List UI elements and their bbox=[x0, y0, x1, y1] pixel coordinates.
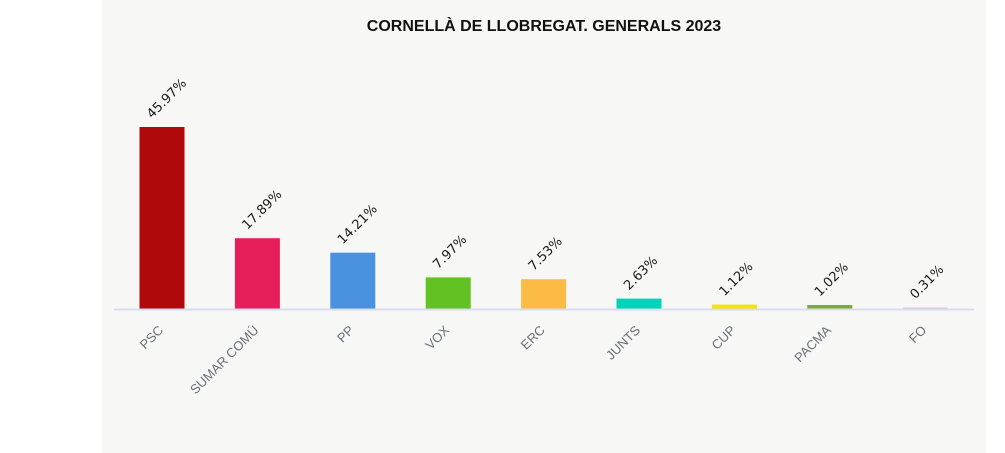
x-tick-label: FO bbox=[906, 323, 929, 346]
data-label: 45.97% bbox=[144, 76, 190, 122]
bar-pp[interactable] bbox=[330, 252, 376, 309]
data-label: 17.89% bbox=[240, 187, 286, 233]
data-label: 14.21% bbox=[335, 202, 381, 248]
bar-sumar-com-[interactable] bbox=[234, 238, 280, 309]
x-tick-label: PSC bbox=[137, 323, 167, 353]
data-label: 1.02% bbox=[812, 260, 852, 300]
data-label: 2.63% bbox=[621, 254, 661, 294]
bar-junts[interactable] bbox=[616, 298, 662, 309]
data-label: 1.12% bbox=[717, 260, 757, 300]
data-label: 7.97% bbox=[430, 232, 470, 272]
bar-psc[interactable] bbox=[139, 127, 185, 309]
x-tick-label: SUMAR COMÚ bbox=[187, 323, 261, 397]
x-tick-label: PP bbox=[334, 323, 357, 346]
bar-cup[interactable] bbox=[711, 304, 757, 309]
x-axis-labels-group: PSC SUMAR COMÚ PP VOX ERC JUNTS CUP PACMA FO bbox=[137, 322, 930, 397]
bar-fo[interactable] bbox=[902, 307, 948, 310]
bar-pacma[interactable] bbox=[807, 305, 853, 309]
bar-erc[interactable] bbox=[521, 279, 567, 309]
x-tick-label: PACMA bbox=[791, 322, 834, 365]
data-label: 7.53% bbox=[526, 234, 566, 274]
x-tick-label: ERC bbox=[518, 323, 548, 353]
x-tick-label: VOX bbox=[422, 322, 452, 352]
bar-vox[interactable] bbox=[425, 277, 471, 309]
x-tick-label: JUNTS bbox=[603, 322, 643, 362]
bar-chart: CORNELLÀ DE LLOBREGAT. GENERALS 2023 45.… bbox=[114, 16, 974, 397]
data-label: 0.31% bbox=[907, 263, 947, 303]
x-tick-label: CUP bbox=[709, 323, 739, 353]
chart-panel: CORNELLÀ DE LLOBREGAT. GENERALS 2023 45.… bbox=[102, 0, 986, 453]
chart-title: CORNELLÀ DE LLOBREGAT. GENERALS 2023 bbox=[367, 16, 722, 35]
bars-group bbox=[139, 127, 948, 310]
